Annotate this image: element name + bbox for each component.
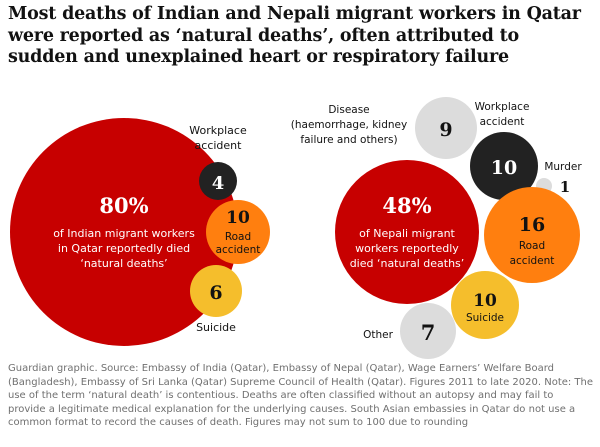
bubble-workplace-accident-label: accident — [195, 139, 243, 152]
bubble-natural-deaths-label: of Nepali migrant — [359, 227, 455, 240]
bubble-suicide-label: Suicide — [466, 312, 504, 324]
chart-title: Most deaths of Indian and Nepali migrant… — [8, 4, 581, 67]
bubble-natural-deaths-label: died ‘natural deaths’ — [350, 257, 465, 270]
bubble-natural-deaths-label: in Qatar reportedly died — [58, 242, 190, 255]
bubble-road-accident-label: Road — [225, 231, 251, 243]
bubble-natural-deaths — [10, 118, 238, 346]
bubble-road-accident-label: accident — [510, 255, 555, 267]
bubble-disease-label: (haemorrhage, kidney — [291, 119, 407, 131]
bubble-other-value: 7 — [421, 320, 436, 345]
bubble-natural-deaths-value: 80% — [99, 193, 148, 218]
bubble-group-1 — [10, 118, 270, 346]
bubble-natural-deaths-label: of Indian migrant workers — [53, 227, 195, 240]
bubble-natural-deaths-label: workers reportedly — [355, 242, 459, 255]
bubble-disease-value: 9 — [439, 119, 452, 141]
bubble-road-accident-label: accident — [216, 244, 261, 256]
bubble-workplace-accident — [199, 162, 237, 200]
bubble-road-accident — [484, 187, 580, 283]
bubble-workplace-accident-label: Workplace — [189, 124, 247, 137]
bubble-road-accident — [206, 200, 270, 264]
bubble-disease-label: failure and others) — [300, 134, 397, 146]
bubble-workplace-accident-value: 10 — [491, 157, 517, 179]
bubble-natural-deaths — [335, 160, 479, 304]
bubble-murder-value: 1 — [560, 178, 570, 196]
bubble-group-2 — [335, 97, 580, 359]
bubble-workplace-accident — [470, 132, 538, 200]
bubble-suicide-label: Suicide — [196, 321, 236, 334]
bubble-disease — [415, 97, 477, 159]
bubble-workplace-accident-label: Workplace — [475, 101, 530, 113]
bubble-suicide — [190, 265, 242, 317]
bubble-workplace-accident-value: 4 — [212, 173, 225, 194]
bubble-suicide-value: 6 — [209, 282, 222, 304]
bubble-road-accident-value: 16 — [519, 214, 545, 236]
bubble-murder-label: Murder — [544, 161, 582, 173]
bubble-other — [400, 303, 456, 359]
bubble-disease-label: Disease — [328, 104, 369, 116]
bubble-road-accident-value: 10 — [226, 208, 250, 228]
bubble-natural-deaths-label: ‘natural deaths’ — [80, 257, 167, 270]
source-note: Guardian graphic. Source: Embassy of Ind… — [8, 363, 594, 429]
bubble-natural-deaths-value: 48% — [382, 193, 431, 218]
bubble-suicide-value: 10 — [473, 291, 497, 311]
bubble-road-accident-label: Road — [519, 240, 545, 252]
bubble-suicide — [451, 271, 519, 339]
bubble-workplace-accident-label: accident — [480, 116, 525, 128]
bubble-other-label: Other — [363, 329, 393, 341]
